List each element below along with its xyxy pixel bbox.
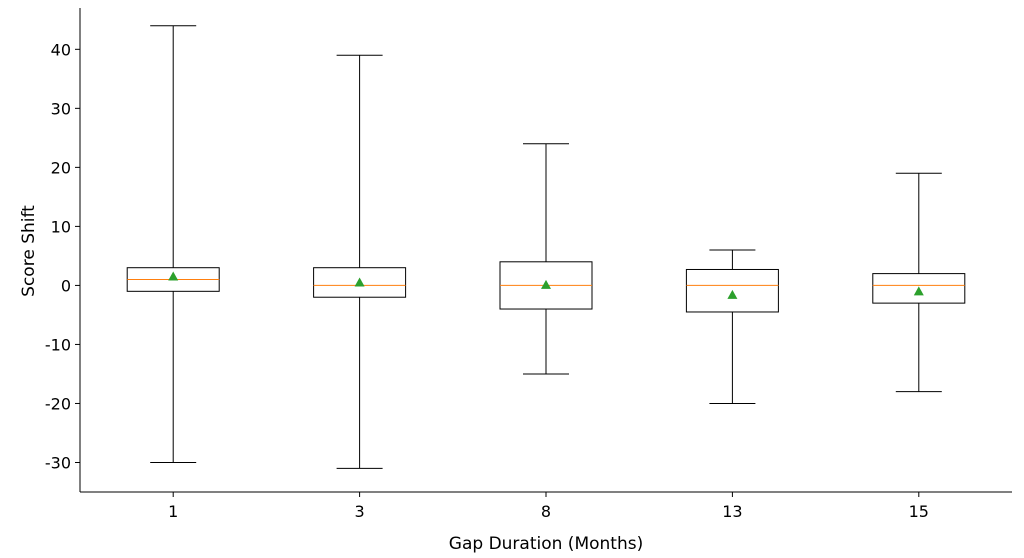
iqr-box (313, 267, 407, 298)
y-tick-label: 10 (51, 217, 71, 236)
x-axis: 1 3 8 13 15 (80, 491, 1012, 521)
box-group-8 (499, 143, 593, 375)
x-axis-title: Gap Duration (Months) (449, 534, 643, 554)
mean-marker (727, 289, 738, 299)
box-group-15 (872, 172, 966, 393)
y-tick-label: 0 (61, 276, 71, 295)
y-tick-label: -30 (45, 453, 71, 472)
y-axis: 40 30 20 10 0 -10 -20 -30 (45, 8, 81, 492)
y-axis-title: Score Shift (19, 205, 39, 297)
iqr-box (872, 273, 966, 304)
plot-area (126, 25, 966, 469)
mean-marker (541, 279, 551, 289)
y-tick-label: -10 (45, 335, 71, 354)
y-tick-label: 30 (51, 99, 71, 118)
box-group-1 (126, 25, 220, 463)
x-tick-label: 8 (541, 502, 551, 521)
x-tick-label: 13 (722, 502, 742, 521)
iqr-box (685, 268, 779, 313)
mean-marker (913, 286, 924, 296)
mean-marker (168, 271, 179, 281)
box-group-13 (685, 249, 779, 404)
x-tick-label: 1 (168, 502, 178, 521)
y-tick-label: 20 (51, 158, 71, 177)
y-tick-label: 40 (51, 40, 71, 59)
x-tick-label: 15 (909, 502, 929, 521)
y-tick-label: -20 (45, 394, 71, 413)
x-tick-label: 3 (355, 502, 365, 521)
mean-marker (354, 277, 365, 287)
box-group-3 (313, 54, 407, 469)
